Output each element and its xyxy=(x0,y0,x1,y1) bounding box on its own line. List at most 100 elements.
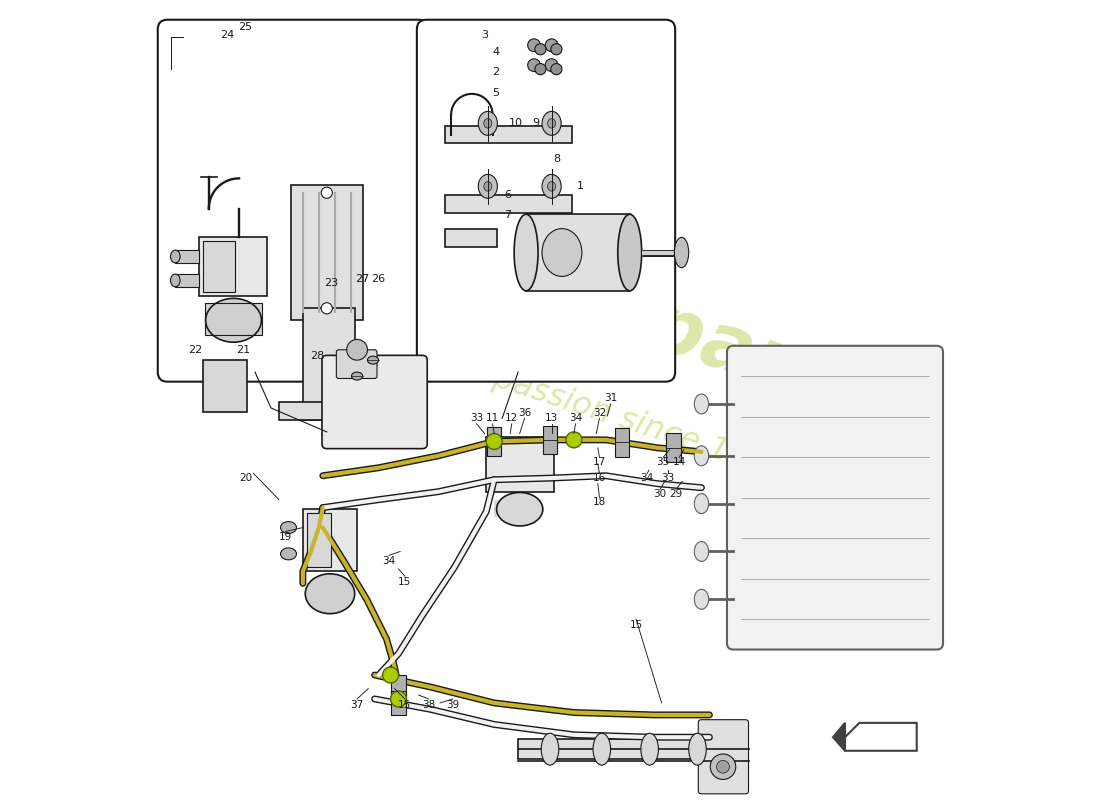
Bar xyxy=(302,308,354,420)
Text: 27: 27 xyxy=(354,274,368,284)
Ellipse shape xyxy=(478,174,497,198)
Text: 7: 7 xyxy=(504,210,512,220)
Text: 31: 31 xyxy=(604,394,617,403)
Text: 5: 5 xyxy=(493,88,499,98)
Text: 33: 33 xyxy=(661,473,674,483)
Bar xyxy=(205,302,262,334)
Ellipse shape xyxy=(593,734,611,765)
Text: 34: 34 xyxy=(640,473,653,483)
Bar xyxy=(494,500,540,517)
Text: 37: 37 xyxy=(351,699,364,710)
Ellipse shape xyxy=(694,542,708,562)
Circle shape xyxy=(716,760,729,773)
Text: 28: 28 xyxy=(310,351,324,361)
Bar xyxy=(307,514,331,567)
Circle shape xyxy=(321,187,332,198)
FancyBboxPatch shape xyxy=(157,20,428,382)
Circle shape xyxy=(551,63,562,74)
Ellipse shape xyxy=(694,446,708,466)
Text: 38: 38 xyxy=(422,699,436,710)
Circle shape xyxy=(486,434,503,450)
FancyBboxPatch shape xyxy=(417,20,675,382)
Ellipse shape xyxy=(306,574,354,614)
Bar xyxy=(444,195,572,213)
Text: 19: 19 xyxy=(278,532,292,542)
Circle shape xyxy=(551,44,562,55)
Text: 16: 16 xyxy=(593,473,606,483)
Text: 15: 15 xyxy=(398,699,411,710)
Circle shape xyxy=(711,754,736,779)
Text: 11: 11 xyxy=(486,414,499,423)
FancyArrow shape xyxy=(518,739,741,759)
Ellipse shape xyxy=(484,182,492,191)
Text: 14: 14 xyxy=(672,457,685,467)
Text: 4: 4 xyxy=(492,46,499,57)
FancyBboxPatch shape xyxy=(322,355,427,449)
Ellipse shape xyxy=(641,734,659,765)
Ellipse shape xyxy=(694,590,708,610)
Text: 17: 17 xyxy=(593,457,606,467)
Text: 12: 12 xyxy=(505,414,518,423)
Bar xyxy=(444,126,572,143)
Text: 39: 39 xyxy=(447,699,460,710)
Bar xyxy=(175,274,199,286)
Bar xyxy=(307,583,353,603)
Bar xyxy=(302,510,358,571)
Text: 15: 15 xyxy=(629,620,642,630)
Text: 25: 25 xyxy=(239,22,253,32)
Text: 24: 24 xyxy=(220,30,234,40)
Text: 18: 18 xyxy=(593,497,606,507)
Text: 26: 26 xyxy=(371,274,385,284)
Bar xyxy=(444,230,496,247)
Ellipse shape xyxy=(694,494,708,514)
Text: 21: 21 xyxy=(236,345,250,354)
Text: 23: 23 xyxy=(323,278,338,288)
FancyBboxPatch shape xyxy=(337,350,377,378)
FancyBboxPatch shape xyxy=(698,720,748,794)
Circle shape xyxy=(535,63,546,74)
Text: 36: 36 xyxy=(518,408,531,418)
Bar xyxy=(487,427,502,456)
Bar xyxy=(392,691,406,715)
Bar xyxy=(290,185,363,320)
Ellipse shape xyxy=(280,522,297,534)
Ellipse shape xyxy=(170,274,180,286)
Ellipse shape xyxy=(541,734,559,765)
Text: 34: 34 xyxy=(569,414,582,423)
Ellipse shape xyxy=(484,118,492,128)
Circle shape xyxy=(321,302,332,314)
Text: 1: 1 xyxy=(576,182,584,191)
Text: a passion since 1985: a passion since 1985 xyxy=(461,353,791,486)
Bar xyxy=(526,214,629,290)
Text: 22: 22 xyxy=(188,345,202,354)
Bar xyxy=(205,302,262,334)
Text: 8: 8 xyxy=(553,154,560,164)
Bar xyxy=(667,434,681,462)
Text: 35: 35 xyxy=(657,457,670,467)
Bar xyxy=(199,237,267,296)
Polygon shape xyxy=(833,723,845,750)
Circle shape xyxy=(546,58,558,71)
Ellipse shape xyxy=(280,548,297,560)
Text: 3: 3 xyxy=(481,30,488,40)
Circle shape xyxy=(383,667,398,683)
Text: 15: 15 xyxy=(398,577,411,586)
Ellipse shape xyxy=(674,238,689,268)
Text: 10: 10 xyxy=(508,118,522,128)
Text: 2: 2 xyxy=(492,66,499,77)
Ellipse shape xyxy=(496,493,542,526)
Circle shape xyxy=(390,691,407,707)
Circle shape xyxy=(528,58,540,71)
Bar xyxy=(486,438,554,492)
Ellipse shape xyxy=(548,182,556,191)
Text: 34: 34 xyxy=(383,556,396,566)
Ellipse shape xyxy=(548,118,556,128)
Ellipse shape xyxy=(514,214,538,290)
Ellipse shape xyxy=(542,111,561,135)
Bar xyxy=(542,426,558,454)
Bar xyxy=(204,360,248,412)
Bar xyxy=(204,241,235,292)
Ellipse shape xyxy=(352,372,363,380)
Text: 33: 33 xyxy=(470,414,483,423)
Ellipse shape xyxy=(618,214,641,290)
